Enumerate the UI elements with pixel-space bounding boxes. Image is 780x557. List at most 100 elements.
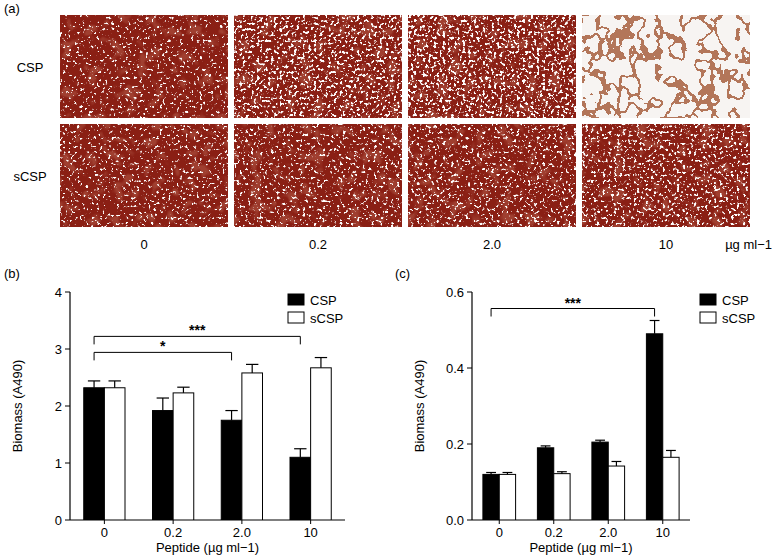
- image-bg: [60, 15, 228, 118]
- y-axis: [471, 292, 472, 520]
- error-bar-stem: [114, 381, 115, 388]
- micrograph: [60, 124, 228, 227]
- image-speckle: [408, 15, 576, 118]
- error-bar-cap: [503, 472, 513, 473]
- micrograph: [408, 15, 576, 118]
- legend-label: CSP: [722, 293, 749, 308]
- image-texture: [234, 124, 402, 227]
- error-bar-stem: [252, 364, 253, 373]
- bar: [311, 368, 332, 520]
- image-texture: [60, 15, 228, 118]
- image-speckle: [582, 124, 750, 227]
- image-bg: [408, 15, 576, 118]
- x-tick-label: 2.0: [233, 525, 251, 540]
- x-axis-label: Peptide (µg ml−1): [156, 540, 259, 555]
- bar: [104, 388, 125, 520]
- image-speckle: [408, 124, 576, 227]
- x-tick-label: 0: [101, 525, 108, 540]
- error-bar-cap: [557, 471, 567, 472]
- micrograph: [60, 15, 228, 118]
- x-tick-label: 0.2: [164, 525, 182, 540]
- y-tick-label: 0.4: [446, 361, 464, 376]
- x-axis-label: Peptide (µg ml−1): [529, 540, 632, 555]
- y-tick: [65, 292, 70, 293]
- error-bar: [595, 440, 605, 442]
- micrograph: [582, 124, 750, 227]
- image-speckle: [234, 124, 402, 227]
- significance-label: ***: [189, 322, 206, 338]
- error-bar-cap: [541, 445, 551, 446]
- x-tick-label: 10: [303, 525, 317, 540]
- figure: (a)CSPsCSP00.22.010µg ml−1(b)0123400.22.…: [0, 0, 780, 557]
- image-bg: [582, 15, 750, 118]
- image-network: [582, 15, 750, 118]
- error-bar: [315, 358, 327, 368]
- x-tick: [608, 520, 609, 524]
- column-label: 0.2: [309, 237, 327, 252]
- image-speckle: [234, 15, 402, 118]
- y-tick-label: 0.2: [446, 437, 464, 452]
- error-bar: [109, 381, 121, 388]
- bar: [221, 420, 242, 520]
- y-tick-label: 0.0: [446, 513, 464, 528]
- image-bg: [234, 124, 402, 227]
- unit-label: µg ml−1: [725, 237, 772, 252]
- column-label: 10: [659, 237, 673, 252]
- image-bg: [408, 124, 576, 227]
- significance-label: *: [160, 338, 166, 354]
- error-bar: [486, 473, 496, 475]
- x-tick-label: 2.0: [599, 525, 617, 540]
- error-bar-cap: [294, 448, 306, 449]
- error-bar-cap: [650, 320, 660, 321]
- bar: [84, 388, 105, 520]
- image-bg: [582, 124, 750, 227]
- plot-area: [483, 321, 679, 521]
- x-tick-label: 0: [496, 525, 503, 540]
- error-bar: [225, 411, 237, 421]
- error-bar-stem: [162, 398, 163, 411]
- bar: [290, 457, 311, 520]
- significance-label: ***: [565, 295, 582, 311]
- error-bar: [557, 472, 567, 474]
- image-texture: [60, 124, 228, 227]
- error-bar-stem: [670, 450, 671, 457]
- column-label: 0: [140, 237, 147, 252]
- legend-label: sCSP: [310, 311, 343, 326]
- error-bar: [88, 381, 100, 388]
- image-speckle: [60, 124, 228, 227]
- error-bar: [612, 461, 622, 466]
- x-tick: [553, 520, 554, 524]
- y-tick-label: 3: [55, 342, 62, 357]
- panel-label: (a): [4, 1, 20, 16]
- error-bar-cap: [595, 440, 605, 441]
- micrograph: [408, 124, 576, 227]
- row-label: CSP: [17, 60, 44, 75]
- image-texture: [582, 124, 750, 227]
- error-bar-cap: [157, 397, 169, 398]
- legend-swatch: [288, 294, 304, 305]
- bar: [554, 474, 570, 520]
- error-bar: [541, 446, 551, 448]
- y-tick: [467, 444, 472, 445]
- image-texture: [234, 15, 402, 118]
- y-tick-label: 0.6: [446, 285, 464, 300]
- micrograph: [582, 15, 750, 118]
- x-tick-label: 0.2: [545, 525, 563, 540]
- error-bar-cap: [109, 380, 121, 381]
- error-bar-stem: [320, 358, 321, 368]
- image-speckle: [60, 15, 228, 118]
- y-tick: [467, 368, 472, 369]
- x-tick: [104, 520, 105, 524]
- panel-label: (c): [395, 266, 410, 281]
- legend-swatch: [288, 312, 304, 323]
- y-tick: [65, 520, 70, 521]
- legend-label: sCSP: [722, 311, 755, 326]
- error-bar-cap: [246, 364, 258, 365]
- bar: [592, 442, 608, 520]
- error-bar-stem: [93, 381, 94, 388]
- error-bar-cap: [666, 450, 676, 451]
- error-bar-stem: [616, 461, 617, 466]
- y-tick: [467, 520, 472, 521]
- error-bar-cap: [315, 357, 327, 358]
- image-bg: [234, 15, 402, 118]
